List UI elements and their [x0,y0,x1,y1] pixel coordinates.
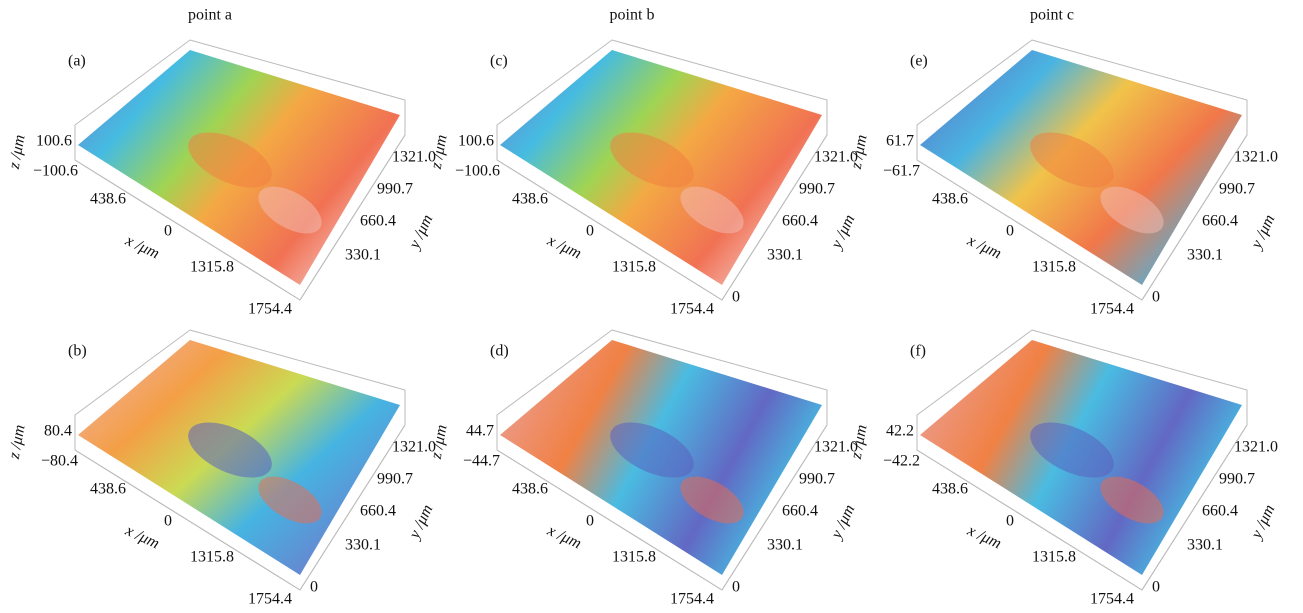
y-tick-label: 660.4 [360,503,396,520]
x-axis-label: x /μm [544,522,584,553]
z-axis-label: z /μm [6,134,29,172]
y-tick-label: 1321.0 [1234,149,1278,166]
x-tick-label: 1754.4 [670,591,714,608]
x-axis-label: x /μm [544,232,584,263]
y-tick-label: 0 [732,579,740,596]
y-tick-label: 0 [1152,289,1160,306]
y-tick-label: 990.7 [799,181,835,198]
y-tick-label: 660.4 [782,503,818,520]
x-tick-label: 0 [164,513,172,530]
y-axis-label: y /μm [1247,212,1278,253]
x-tick-label: 1754.4 [248,301,292,318]
y-tick-label: 990.7 [1219,181,1255,198]
z-axis-label: z /μm [6,424,29,462]
z-axis-label: z /μm [428,424,451,462]
x-tick-label: 0 [586,513,594,530]
panel-label: (d) [490,343,509,360]
x-tick-label: 438.6 [932,481,968,498]
z-tick-label: 61.7 [886,133,914,150]
y-tick-label: 0 [1152,579,1160,596]
y-tick-label: 990.7 [377,471,413,488]
y-axis-label: y /μm [1247,502,1278,543]
column-header: point c [1030,7,1074,24]
z-tick-label: −44.7 [463,453,500,470]
y-tick-label: 0 [310,579,318,596]
y-tick-label: 1321.0 [1234,439,1278,456]
z-tick-label: −100.6 [455,163,500,180]
y-axis-label: y /μm [405,212,436,253]
x-tick-label: 1754.4 [1090,301,1134,318]
x-axis-label: x /μm [122,522,162,553]
column-header: point a [188,7,232,24]
x-tick-label: 0 [1006,513,1014,530]
z-tick-label: −61.7 [883,163,920,180]
y-tick-label: 990.7 [377,181,413,198]
x-tick-label: 1315.8 [612,549,656,566]
y-tick-label: 330.1 [345,247,381,264]
panel-label: (f) [910,343,926,360]
column-header: point b [610,7,655,24]
y-tick-label: 330.1 [345,537,381,554]
z-axis-label: z /μm [848,134,871,172]
x-tick-label: 1754.4 [1090,591,1134,608]
surface-panel: (d) z /μm 44.7 −44.7 438.6 0 1315.8 1754.4 x /μm… [428,330,859,608]
z-tick-label: −80.4 [41,453,78,470]
y-tick-label: 330.1 [1187,537,1223,554]
column-headers: point a point b point c [188,7,1074,24]
y-tick-label: 990.7 [799,471,835,488]
figure: point a point b point c (a) z /μm 100.6 −100.… [0,0,1303,613]
x-axis-label: x /μm [122,232,162,263]
x-tick-label: 1315.8 [1032,259,1076,276]
y-axis-label: y /μm [827,212,858,253]
surface-panel: (f) z /μm 42.2 −42.2 438.6 0 1315.8 1754.4 x /μm… [848,330,1279,608]
x-tick-label: 1315.8 [190,259,234,276]
panel-label: (c) [490,53,508,70]
panel-label: (e) [910,53,928,70]
y-tick-label: 660.4 [360,213,396,230]
x-tick-label: 1315.8 [190,549,234,566]
panel-label: (a) [68,53,86,70]
x-tick-label: 0 [1006,223,1014,240]
surface-panel: (c) z /μm 100.6 −100.6 438.6 0 1315.8 1754.4 x /… [428,40,859,318]
z-axis-label: z /μm [848,424,871,462]
y-tick-label: 990.7 [1219,471,1255,488]
z-tick-label: 100.6 [36,133,72,150]
x-tick-label: 0 [164,223,172,240]
y-tick-label: 330.1 [767,537,803,554]
x-tick-label: 1315.8 [612,259,656,276]
x-tick-label: 438.6 [90,191,126,208]
y-tick-label: 660.4 [1202,213,1238,230]
surface-panel: (b) z /μm 80.4 −80.4 438.6 0 1315.8 1754.4 x /μm… [6,330,437,608]
panel-label: (b) [68,343,87,360]
x-tick-label: 1754.4 [670,301,714,318]
y-axis-label: y /μm [827,502,858,543]
x-tick-label: 1315.8 [1032,549,1076,566]
x-tick-label: 438.6 [512,191,548,208]
z-tick-label: −100.6 [33,163,78,180]
x-tick-label: 438.6 [932,191,968,208]
x-tick-label: 1754.4 [248,591,292,608]
x-axis-label: x /μm [964,522,1004,553]
y-tick-label: 330.1 [1187,247,1223,264]
z-tick-label: 42.2 [886,423,914,440]
surface-panel: (a) z /μm 100.6 −100.6 438.6 0 1315.8 1754.4 x /… [6,40,437,318]
z-tick-label: 80.4 [44,423,72,440]
x-tick-label: 438.6 [512,481,548,498]
panels: (a) z /μm 100.6 −100.6 438.6 0 1315.8 1754.4 x /… [6,40,1279,608]
z-tick-label: 100.6 [458,133,494,150]
y-tick-label: 660.4 [1202,503,1238,520]
y-tick-label: 330.1 [767,247,803,264]
x-tick-label: 0 [586,223,594,240]
surface-panel: (e) z /μm 61.7 −61.7 438.6 0 1315.8 1754.4 x /μm… [848,40,1279,318]
x-tick-label: 438.6 [90,481,126,498]
x-axis-label: x /μm [964,232,1004,263]
y-axis-label: y /μm [405,502,436,543]
z-tick-label: −42.2 [883,453,920,470]
y-tick-label: 660.4 [782,213,818,230]
z-axis-label: z /μm [428,134,451,172]
z-tick-label: 44.7 [466,423,494,440]
y-tick-label: 0 [732,289,740,306]
